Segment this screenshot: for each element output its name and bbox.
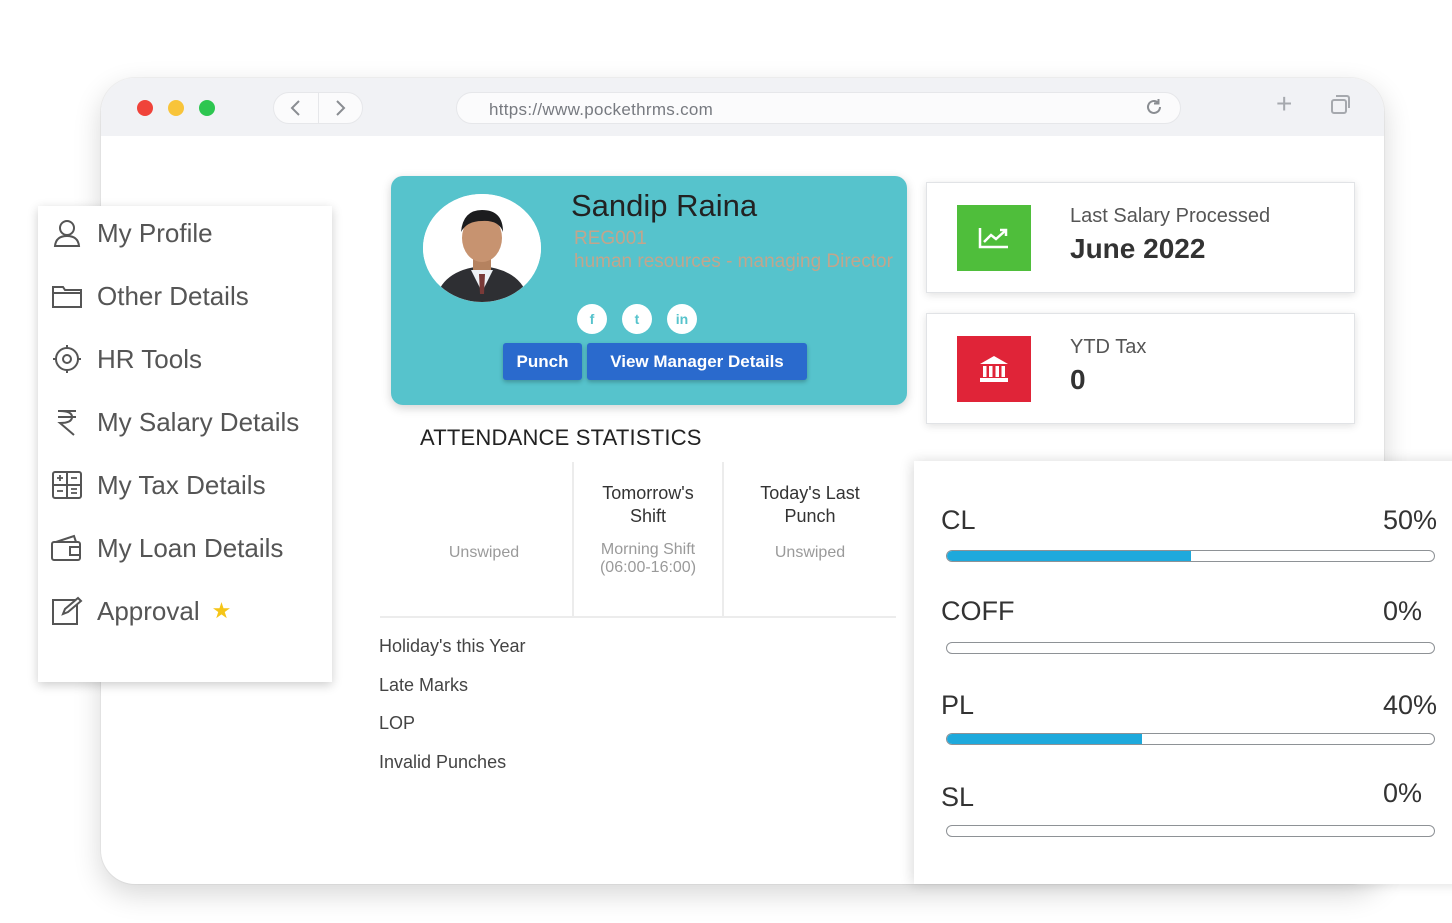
sidebar-item-label: HR Tools	[97, 343, 203, 374]
leave-progress-bar	[946, 733, 1435, 745]
sidebar-item-my-loan-details[interactable]: My Loan Details	[50, 528, 283, 568]
employee-name: Sandip Raina	[571, 188, 758, 223]
profile-card: Sandip Raina REG001 human resources - ma…	[391, 176, 907, 405]
attendance-column-header: Tomorrow's Shift	[602, 483, 694, 526]
stat-label: Last Salary Processed	[1070, 205, 1271, 227]
close-window-button[interactable]	[137, 100, 153, 116]
employee-designation: human resources - managing Director	[574, 251, 893, 272]
maximize-window-button[interactable]	[199, 100, 215, 116]
stat-value: 0	[1070, 364, 1086, 395]
attendance-title: ATTENDANCE STATISTICS	[420, 425, 702, 450]
star-icon: ★	[211, 598, 232, 623]
bank-icon	[957, 336, 1031, 402]
forward-button[interactable]	[317, 93, 363, 123]
new-tab-icon[interactable]: +	[1276, 88, 1293, 119]
avatar	[423, 194, 541, 302]
user-icon	[50, 216, 84, 250]
attendance-column-header: Today's Last Punch	[760, 483, 860, 526]
leave-type-label: COFF	[941, 596, 1015, 626]
sidebar-menu: My Profile Other Details HR Tools My Sal…	[38, 206, 332, 682]
sidebar-item-label: My Tax Details	[97, 469, 266, 500]
last-salary-card[interactable]: Last Salary Processed June 2022	[926, 182, 1355, 293]
sidebar-item-label: Approval	[97, 595, 200, 626]
calculator-icon	[50, 468, 84, 502]
address-bar[interactable]: https://www.pockethrms.com	[456, 92, 1181, 124]
employee-code: REG001	[574, 228, 647, 249]
leave-balance-panel: CL 50% COFF 0% PL 40% SL 0%	[914, 461, 1452, 884]
leave-percent: 40%	[1383, 690, 1438, 720]
sidebar-item-other-details[interactable]: Other Details	[50, 276, 249, 316]
leave-percent: 50%	[1383, 505, 1438, 535]
sidebar-item-label: My Loan Details	[97, 532, 284, 563]
leave-progress-fill	[947, 551, 1191, 561]
back-button[interactable]	[274, 93, 318, 123]
edit-icon	[50, 594, 84, 628]
list-item[interactable]: LOP	[379, 713, 416, 733]
leave-type-label: PL	[941, 690, 975, 720]
leave-progress-bar	[946, 550, 1435, 562]
browser-titlebar: https://www.pockethrms.com +	[101, 78, 1384, 136]
sidebar-item-my-tax-details[interactable]: My Tax Details	[50, 465, 266, 505]
attendance-column: Unswiped	[380, 462, 572, 616]
sidebar-item-approval[interactable]: Approval ★	[50, 591, 231, 631]
punch-button[interactable]: Punch	[503, 343, 582, 380]
sidebar-item-my-salary-details[interactable]: My Salary Details	[50, 402, 299, 442]
leave-type-label: CL	[941, 505, 976, 535]
list-item[interactable]: Late Marks	[379, 674, 469, 695]
linkedin-icon[interactable]: in	[667, 304, 697, 334]
minimize-window-button[interactable]	[168, 100, 184, 116]
stat-label: YTD Tax	[1070, 336, 1147, 358]
view-manager-details-button[interactable]: View Manager Details	[587, 343, 807, 380]
twitter-icon[interactable]: t	[622, 304, 652, 334]
avatar-photo	[423, 194, 541, 302]
leave-type-label: SL	[941, 782, 975, 812]
attendance-list: Holiday's this Year Late Marks LOP Inval…	[379, 636, 526, 790]
ytd-tax-card[interactable]: YTD Tax 0	[926, 313, 1355, 424]
wallet-icon	[50, 531, 84, 565]
list-item[interactable]: Holiday's this Year	[379, 636, 526, 656]
leave-progress-bar	[946, 825, 1435, 837]
sidebar-item-my-profile[interactable]: My Profile	[50, 213, 213, 253]
sidebar-item-label: My Salary Details	[97, 406, 300, 437]
attendance-column: Today's Last Punch Unswiped	[722, 462, 896, 616]
leave-progress-bar	[946, 642, 1435, 654]
chevron-right-icon	[336, 100, 346, 116]
leave-percent: 0%	[1383, 778, 1423, 808]
sidebar-item-label: Other Details	[97, 280, 249, 311]
history-nav	[273, 92, 363, 124]
rupee-icon	[50, 405, 84, 439]
attendance-column-value: Unswiped	[774, 544, 846, 561]
attendance-column: Tomorrow's Shift Morning Shift (06:00-16…	[572, 462, 722, 616]
sidebar-item-hr-tools[interactable]: HR Tools	[50, 339, 202, 379]
leave-percent: 0%	[1383, 596, 1423, 626]
attendance-grid: Unswiped Tomorrow's Shift Morning Shift …	[380, 462, 896, 618]
leave-progress-fill	[947, 734, 1142, 744]
attendance-column-value: Morning Shift (06:00-16:00)	[599, 541, 697, 576]
sidebar-item-label: My Profile	[97, 217, 213, 248]
employee-details: REG001 human resources - managing Direct…	[574, 227, 894, 273]
chevron-left-icon	[290, 100, 300, 116]
tabs-icon[interactable]	[1331, 95, 1350, 114]
facebook-icon[interactable]: f	[577, 304, 607, 334]
reload-icon[interactable]	[1144, 97, 1164, 123]
hr-tools-icon	[50, 342, 84, 376]
folder-icon	[50, 279, 84, 313]
social-links: f t in	[577, 304, 697, 334]
stat-value: June 2022	[1070, 233, 1206, 264]
list-item[interactable]: Invalid Punches	[379, 751, 507, 772]
attendance-column-value: Unswiped	[448, 544, 520, 561]
url-text: https://www.pockethrms.com	[489, 100, 714, 119]
chart-line-icon	[957, 205, 1031, 271]
